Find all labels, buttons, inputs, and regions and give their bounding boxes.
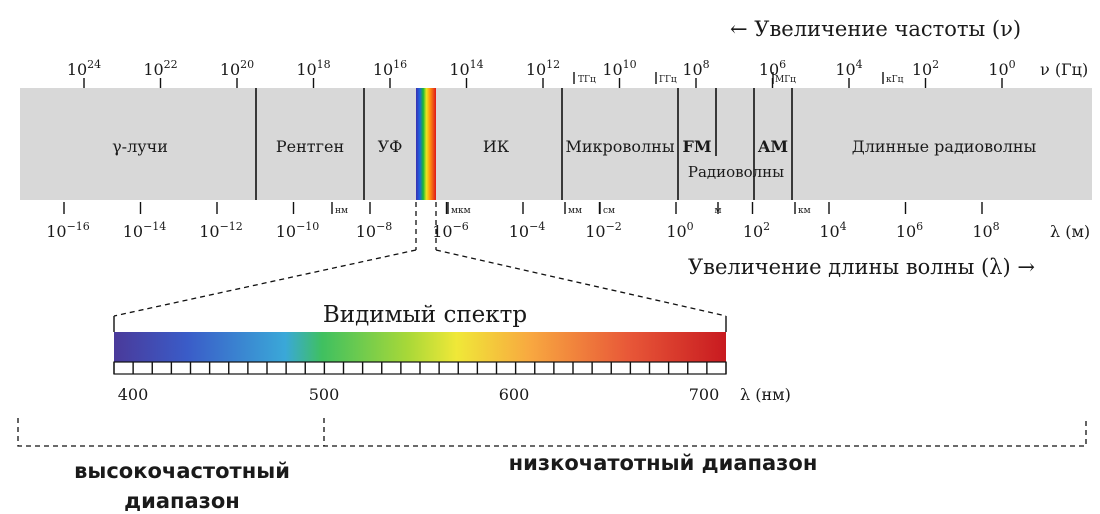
wavelength-tick-label: 10−16: [46, 220, 90, 241]
visible-spectrum-title: Видимый спектр: [323, 302, 527, 328]
cm-mark: см: [603, 206, 615, 216]
nm-mark: нм: [335, 206, 348, 216]
band-label-am: AM: [757, 137, 788, 156]
range-bracket: [17, 418, 1087, 447]
band-dividers: [255, 88, 793, 200]
wavelength-unit-label: λ (м): [1050, 222, 1090, 241]
wavelength-tick-label: 10−6: [432, 220, 469, 241]
frequency-tick-label: 1010: [602, 58, 636, 79]
wavelength-tick-label: 106: [896, 220, 923, 241]
frequency-tick-labels: 1024 1022 1020 1018 1016 1014 1012 1010 108 106 10…: [67, 58, 1016, 79]
frequency-increase-label: ← Увеличение частоты (ν): [730, 17, 1021, 41]
frequency-tick-label: 1012: [526, 58, 560, 79]
wavelength-tick-label: 108: [972, 220, 999, 241]
visible-spectrum-bar: [114, 332, 726, 362]
frequency-unit-label: ν (Гц): [1040, 60, 1088, 79]
m-mark: м: [714, 206, 721, 216]
wavelength-tick-label: 10−10: [276, 220, 320, 241]
visible-tick-400: 400: [118, 385, 149, 404]
km-mark: км: [798, 206, 811, 216]
band-label-microwave: Микроволны: [565, 137, 674, 156]
mhz-mark: МГц: [775, 75, 796, 85]
frequency-tick-label: 1016: [373, 58, 407, 79]
visible-scale-ticks: [113, 362, 727, 374]
wavelength-tick-label: 10−12: [199, 220, 243, 241]
high-frequency-range-label-line2: диапазон: [124, 489, 240, 513]
band-label-uv: УФ: [378, 137, 403, 156]
zoom-line-right: [435, 249, 727, 317]
band-label-radio: Радиоволны: [688, 163, 784, 181]
band-label-xray: Рентген: [276, 137, 344, 156]
band-label-gamma: γ-лучи: [112, 137, 168, 156]
band-label-ir: ИК: [483, 137, 510, 156]
wavelength-tick-labels: 10−16 10−14 10−12 10−10 10−8 10−6 10−4 10−2 100 1…: [46, 220, 999, 241]
frequency-tick-label: 1022: [143, 58, 177, 79]
visible-strip: [416, 88, 436, 200]
wavelength-tick-label: 104: [819, 220, 846, 241]
visible-tick-700: 700: [689, 385, 720, 404]
wavelength-tick-label: 102: [743, 220, 770, 241]
frequency-tick-label: 102: [912, 58, 939, 79]
high-frequency-range-label-line1: высокочастотный: [74, 459, 290, 483]
visible-unit-label: λ (нм): [740, 385, 791, 404]
wavelength-tick-label: 10−2: [585, 220, 622, 241]
wavelength-tick-label: 100: [666, 220, 693, 241]
mm-mark: мм: [568, 206, 582, 216]
wavelength-increase-label: Увеличение длины волны (λ) →: [688, 255, 1035, 279]
frequency-tick-marks: [83, 78, 1003, 88]
visible-tick-600: 600: [499, 385, 530, 404]
spectrum-band: [20, 88, 1092, 200]
um-mark: мкм: [451, 206, 471, 216]
wavelength-tick-label: 10−14: [123, 220, 167, 241]
ghz-mark: ГГц: [659, 75, 677, 85]
frequency-tick-label: 104: [835, 58, 862, 79]
frequency-tick-label: 1024: [67, 58, 101, 79]
thz-mark: ТГц: [578, 75, 596, 85]
khz-mark: кГц: [886, 75, 904, 85]
frequency-tick-label: 100: [988, 58, 1015, 79]
frequency-tick-label: 1020: [220, 58, 254, 79]
band-label-fm: FM: [682, 137, 711, 156]
band-label-long-radio: Длинные радиоволны: [852, 137, 1037, 156]
wavelength-tick-label: 10−8: [356, 220, 393, 241]
low-frequency-range-label: низкочатотный диапазон: [509, 451, 818, 475]
wavelength-unit-marks: нм мкм мм см м км: [331, 202, 811, 216]
frequency-tick-label: 108: [682, 58, 709, 79]
zoom-line-left: [113, 249, 417, 317]
wavelength-tick-label: 10−4: [509, 220, 546, 241]
frequency-tick-label: 106: [759, 58, 786, 79]
frequency-tick-label: 1018: [296, 58, 330, 79]
wavelength-tick-marks: [63, 202, 983, 214]
frequency-tick-label: 1014: [449, 58, 483, 79]
visible-tick-500: 500: [309, 385, 340, 404]
